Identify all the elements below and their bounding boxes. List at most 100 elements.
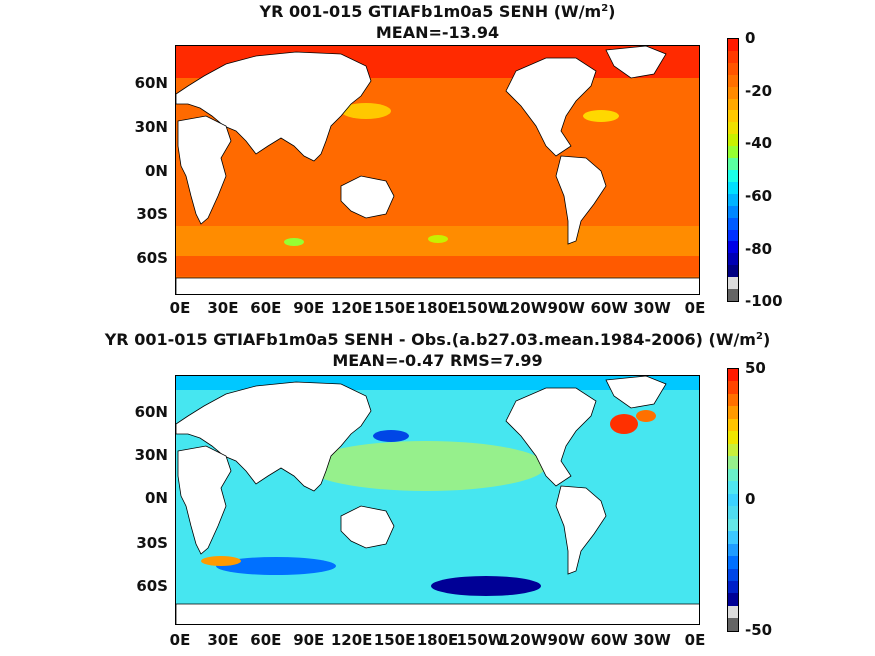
panel2-land [176,376,699,624]
colorbar-swatch [728,518,738,532]
colorbar-swatch [728,531,738,544]
colorbar-swatch [728,468,738,482]
panel2-cbar-tick-m50: -50 [745,621,773,639]
panel1-lat-30N: 30N [134,118,168,136]
colorbar-swatch [728,205,738,218]
colorbar-swatch [728,265,738,278]
colorbar-swatch [728,593,738,606]
colorbar-swatch [728,146,738,159]
colorbar-swatch [728,122,738,135]
panel1-title-sup: 2 [601,3,609,14]
colorbar-swatch [728,605,738,619]
panel2-colorbar [727,368,739,632]
panel2-lon-tick: 60W [590,631,628,649]
colorbar-swatch [728,431,738,444]
panel1-lon-tick: 120E [330,299,373,317]
panel2-lat-30S: 30S [136,534,168,552]
panel1-cbar-tick-m60: -60 [745,187,773,205]
colorbar-swatch [728,86,738,99]
colorbar-swatch [728,169,738,182]
colorbar-swatch [728,381,738,394]
colorbar-swatch [728,618,738,631]
panel1-lon-tick: 60E [250,299,282,317]
panel2-lon-tick: 150E [373,631,416,649]
colorbar-swatch [728,568,738,581]
panel2-lon-tick: 120W [499,631,548,649]
panel2-npac-patch [306,441,546,491]
panel1-lon-tick: 90W [547,299,585,317]
panel2-title-close: ) [762,330,771,349]
panel2-map [175,375,700,625]
colorbar-swatch [728,543,738,557]
panel1-lat-30S: 30S [136,205,168,223]
colorbar-swatch [728,443,738,457]
panel1-lon-tick: 0E [169,299,191,317]
colorbar-swatch [728,62,738,75]
colorbar-swatch [728,158,738,170]
panel2-title-sup: 2 [755,331,763,342]
colorbar-swatch [728,217,738,230]
panel2-lon-tick: 90W [547,631,585,649]
panel2-lat-60S: 60S [136,577,168,595]
panel1-title-close: ) [608,2,616,21]
panel2-lon-tick: 0E [684,631,706,649]
colorbar-swatch [728,393,738,407]
panel2-kuroshio-cold [373,430,409,442]
panel2-lat-60N: 60N [134,403,168,421]
panel1-so-patch1 [284,238,304,246]
colorbar-swatch [728,456,738,469]
colorbar-swatch [728,277,738,290]
colorbar-swatch [728,39,738,51]
colorbar-swatch [728,406,738,419]
panel1-lat-60S: 60S [136,249,168,267]
panel2-so-cold1 [216,557,336,575]
panel1-lon-tick: 30E [207,299,239,317]
panel1-cbar-tick-0: 0 [745,29,756,47]
panel2-lon-tick: 180E [416,631,459,649]
colorbar-swatch [728,229,738,242]
panel1-map-svg [176,46,699,294]
panel1-south-band2 [176,256,699,276]
panel2-so-warm [201,556,241,566]
colorbar-swatch [728,418,738,432]
panel2-lon-tick: 30W [633,631,671,649]
panel1-so-patch2 [428,235,448,243]
panel1-cbar-tick-m100: -100 [745,292,783,310]
colorbar-swatch [728,253,738,266]
panel2-subtitle: MEAN=-0.47 RMS=7.99 [332,351,543,370]
panel2-map-svg [176,376,699,624]
panel1-cbar-tick-m20: -20 [745,82,773,100]
colorbar-swatch [728,50,738,63]
panel2-cbar-tick-50: 50 [745,359,766,377]
colorbar-swatch [728,369,738,382]
panel2-lon-tick: 0E [169,631,191,649]
panel2-greenland-hotspot [636,410,656,422]
panel2-title: YR 001-015 GTIAFb1m0a5 SENH - Obs.(a.b27… [0,330,875,349]
panel1-lon-tick: 180E [416,299,459,317]
panel1-lon-tick: 0E [684,299,706,317]
panel1-lon-tick: 120W [499,299,548,317]
panel1-lon-tick: 90E [293,299,325,317]
colorbar-swatch [728,193,738,206]
panel1-lon-tick: 60W [590,299,628,317]
colorbar-swatch [728,134,738,147]
panel2-lon-tick: 30E [207,631,239,649]
colorbar-swatch [728,506,738,519]
panel2-labrador-hotspot [610,414,638,434]
panel1-lon-tick: 150E [373,299,416,317]
panel2-lat-0N: 0N [145,489,168,507]
panel1-land [176,46,699,294]
panel1-colorbar [727,38,739,302]
panel2-lon-tick: 150W [456,631,505,649]
panel1-subtitle: MEAN=-13.94 [375,23,500,42]
panel2-lat-30N: 30N [134,446,168,464]
panel1-cbar-tick-m40: -40 [745,134,773,152]
panel1-cbar-tick-m80: -80 [745,240,773,258]
colorbar-swatch [728,74,738,87]
colorbar-swatch [728,289,738,301]
panel2-title-text: YR 001-015 GTIAFb1m0a5 SENH - Obs.(a.b27… [104,330,756,349]
panel1-lat-60N: 60N [134,74,168,92]
panel2-lon-tick: 60E [250,631,282,649]
colorbar-swatch [728,580,738,594]
colorbar-swatch [728,241,738,254]
